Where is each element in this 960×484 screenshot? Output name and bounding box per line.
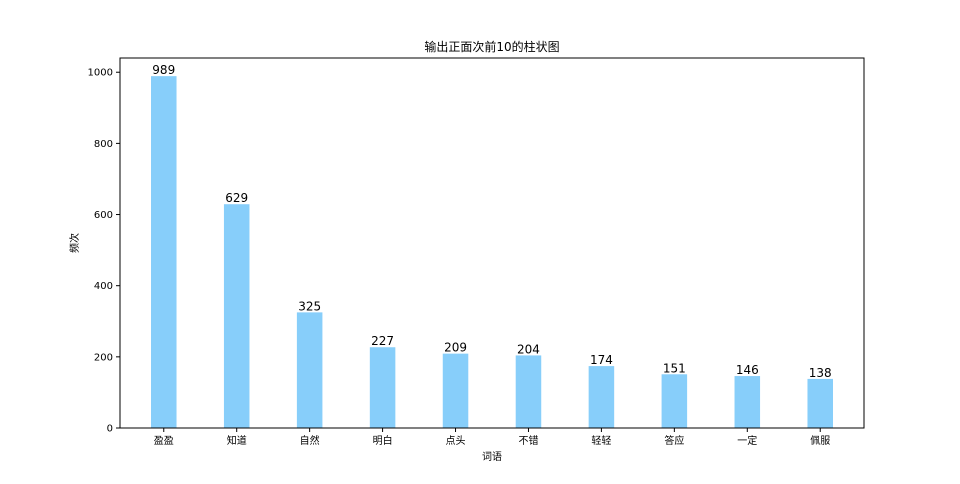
x-tick-label: 佩服 <box>810 434 830 447</box>
y-tick-label: 0 <box>107 424 113 435</box>
bar <box>223 204 250 428</box>
bar <box>296 312 323 428</box>
bar <box>807 378 833 428</box>
y-axis-label: 频次 <box>68 233 81 253</box>
bar-value-label: 151 <box>663 361 686 375</box>
x-tick-label: 轻轻 <box>591 434 611 447</box>
bar-value-label: 174 <box>590 353 613 367</box>
bar-value-label: 629 <box>225 191 248 205</box>
y-tick-label: 600 <box>94 210 113 221</box>
bar <box>661 374 688 428</box>
y-tick-label: 800 <box>94 139 113 150</box>
x-tick-label: 明白 <box>373 434 393 447</box>
x-tick-label: 一定 <box>737 434 757 447</box>
bar <box>442 353 469 428</box>
bar-value-label: 146 <box>736 363 759 377</box>
bar-value-label: 227 <box>371 334 394 348</box>
bar <box>151 76 177 429</box>
value-labels-layer: 989 629 325 227 209 204 174 151 146 138 <box>152 63 831 380</box>
bar-value-label: 989 <box>152 63 175 77</box>
x-ticks-layer: 盈盈 知道 自然 明白 点头 不错 轻轻 答应 一定 佩服 <box>154 428 830 447</box>
bars-layer <box>151 76 833 429</box>
bar-value-label: 204 <box>517 342 540 356</box>
x-tick-label: 知道 <box>227 434 247 447</box>
x-tick-label: 盈盈 <box>154 435 174 447</box>
x-axis-label: 词语 <box>482 451 502 463</box>
plot-frame <box>119 57 865 429</box>
bar-value-label: 138 <box>809 366 832 380</box>
x-tick-label: 答应 <box>664 434 684 447</box>
y-tick-label: 400 <box>94 281 113 292</box>
bar-value-label: 209 <box>444 341 467 355</box>
y-tick-label: 1000 <box>88 68 113 79</box>
bar <box>734 376 761 428</box>
bar <box>515 355 542 428</box>
y-ticks-layer: 0 200 400 600 800 1000 <box>88 68 120 435</box>
y-tick-label: 200 <box>94 352 113 363</box>
x-tick-label: 点头 <box>446 435 466 447</box>
bar <box>369 347 396 428</box>
bar-value-label: 325 <box>298 299 321 313</box>
x-tick-label: 自然 <box>300 434 320 447</box>
x-tick-label: 不错 <box>518 434 538 447</box>
chart-title: 输出正面次前10的柱状图 <box>424 39 559 54</box>
bar <box>588 366 615 428</box>
